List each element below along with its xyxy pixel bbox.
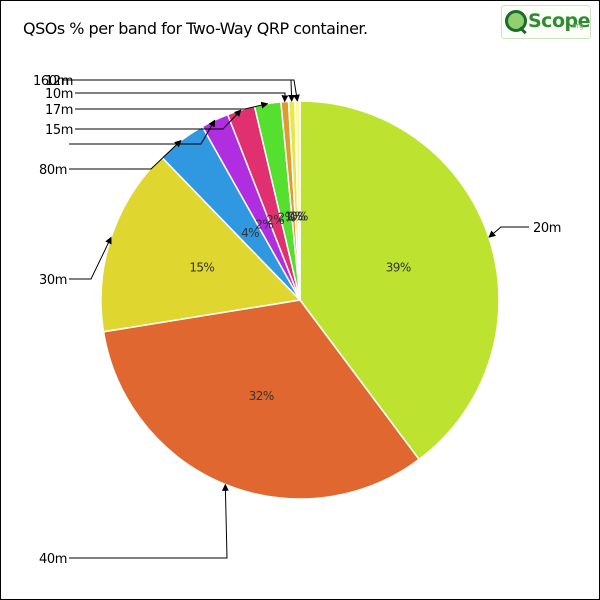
band-label-160m: 160m xyxy=(33,74,69,89)
callout-line xyxy=(63,79,295,102)
callout-line xyxy=(75,92,289,103)
band-label-10m: 10m xyxy=(45,87,73,102)
callout-line xyxy=(69,140,182,170)
callout-line xyxy=(488,226,529,238)
qscope-logo[interactable]: Scope .org xyxy=(501,5,591,39)
chart-title: QSOs % per band for Two-Way QRP containe… xyxy=(23,19,368,38)
band-label-20m: 20m xyxy=(533,221,561,236)
slice-percent-label: 4% xyxy=(241,226,259,240)
slice-percent-label: 0% xyxy=(290,209,308,223)
callout-line xyxy=(69,119,216,145)
band-label-12m: 12m xyxy=(45,74,73,89)
band-label-30m: 30m xyxy=(39,273,67,288)
slice-percent-label: 39% xyxy=(386,260,411,274)
slice-percent-label: 2% xyxy=(255,218,273,232)
slice-percent-label: 32% xyxy=(249,389,274,403)
band-label-17m: 17m xyxy=(45,103,73,118)
logo-word: Scope xyxy=(528,10,591,32)
slice-percent-label: 15% xyxy=(189,260,214,274)
callout-line xyxy=(69,236,112,280)
callout-line xyxy=(75,109,242,130)
slice-percent-label: 0% xyxy=(288,210,306,224)
band-label-15m: 15m xyxy=(45,123,73,138)
callout-line xyxy=(69,483,229,559)
callout-line xyxy=(75,101,269,110)
slice-percent-label: 2% xyxy=(266,213,284,227)
slice-percent-label: 2% xyxy=(277,211,295,225)
slice-percent-label: 1% xyxy=(285,210,303,224)
logo-suffix: .org xyxy=(570,22,584,30)
callout-line xyxy=(75,79,300,102)
band-label-40m: 40m xyxy=(39,552,67,567)
band-label-80m: 80m xyxy=(39,163,67,178)
